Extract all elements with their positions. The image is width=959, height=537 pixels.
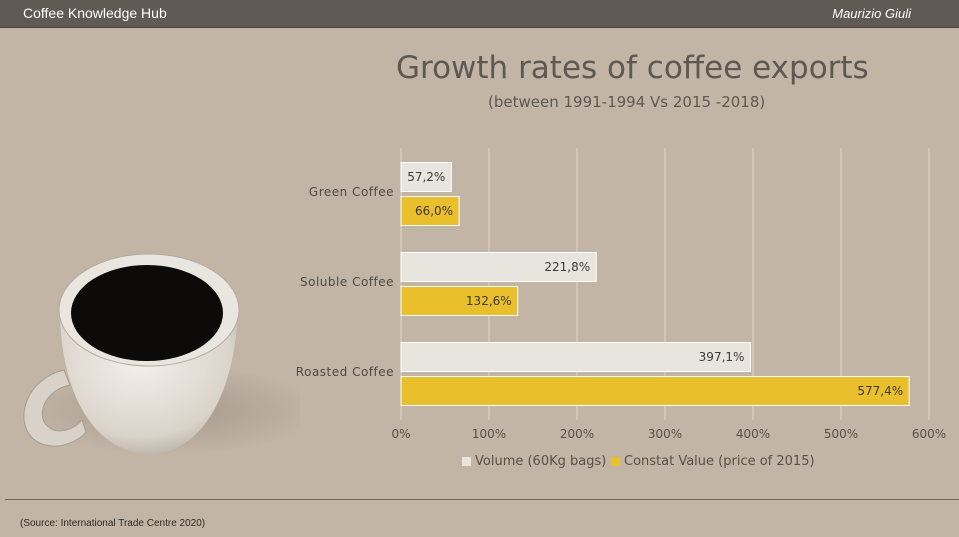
data-label: 577,4% — [857, 384, 903, 398]
footer-divider — [5, 499, 959, 500]
x-tick-label: 300% — [648, 427, 682, 441]
bar-value — [400, 196, 460, 226]
data-label: 66,0% — [415, 204, 453, 218]
author-name: Maurizio Giuli — [832, 6, 911, 21]
hub-title: Coffee Knowledge Hub — [23, 5, 167, 21]
data-label: 221,8% — [544, 260, 590, 274]
bar-value — [400, 376, 910, 406]
chart-subtitle: (between 1991-1994 Vs 2015 -2018) — [488, 93, 766, 111]
x-tick-label: 100% — [472, 427, 506, 441]
bar-volume — [400, 252, 597, 282]
x-tick-label: 200% — [560, 427, 594, 441]
category-label: Roasted Coffee — [296, 365, 394, 379]
coffee-cup-image — [20, 253, 300, 455]
bar-volume — [400, 342, 751, 372]
data-label: 397,1% — [699, 350, 745, 364]
legend-swatch-value — [611, 456, 620, 466]
bar-volume — [400, 162, 452, 192]
x-tick-label: 400% — [736, 427, 770, 441]
data-label: 132,6% — [466, 294, 512, 308]
bar-chart: 0% 100% 200% 300% 400% 500% 600% Green Coffee 57… — [296, 148, 946, 441]
source-note: (Source: International Trade Centre 2020… — [20, 518, 206, 529]
legend-label-value: Constat Value (price of 2015) — [624, 453, 815, 469]
legend-item-volume: Volume (60Kg bags) — [462, 452, 606, 470]
header-bar: Coffee Knowledge Hub Maurizio Giuli — [0, 0, 959, 28]
legend-swatch-volume — [462, 456, 471, 466]
category-label: Soluble Coffee — [300, 275, 394, 289]
x-tick-label: 500% — [824, 427, 858, 441]
data-label: 57,2% — [407, 170, 445, 184]
category-label: Green Coffee — [309, 185, 394, 199]
legend-label-volume: Volume (60Kg bags) — [475, 453, 607, 469]
legend-item-value: Constat Value (price of 2015) — [611, 452, 815, 470]
chart-title: Growth rates of coffee exports — [396, 50, 869, 86]
x-tick-label: 600% — [912, 427, 946, 441]
bar-value — [400, 286, 519, 316]
x-tick-label: 0% — [391, 427, 410, 441]
